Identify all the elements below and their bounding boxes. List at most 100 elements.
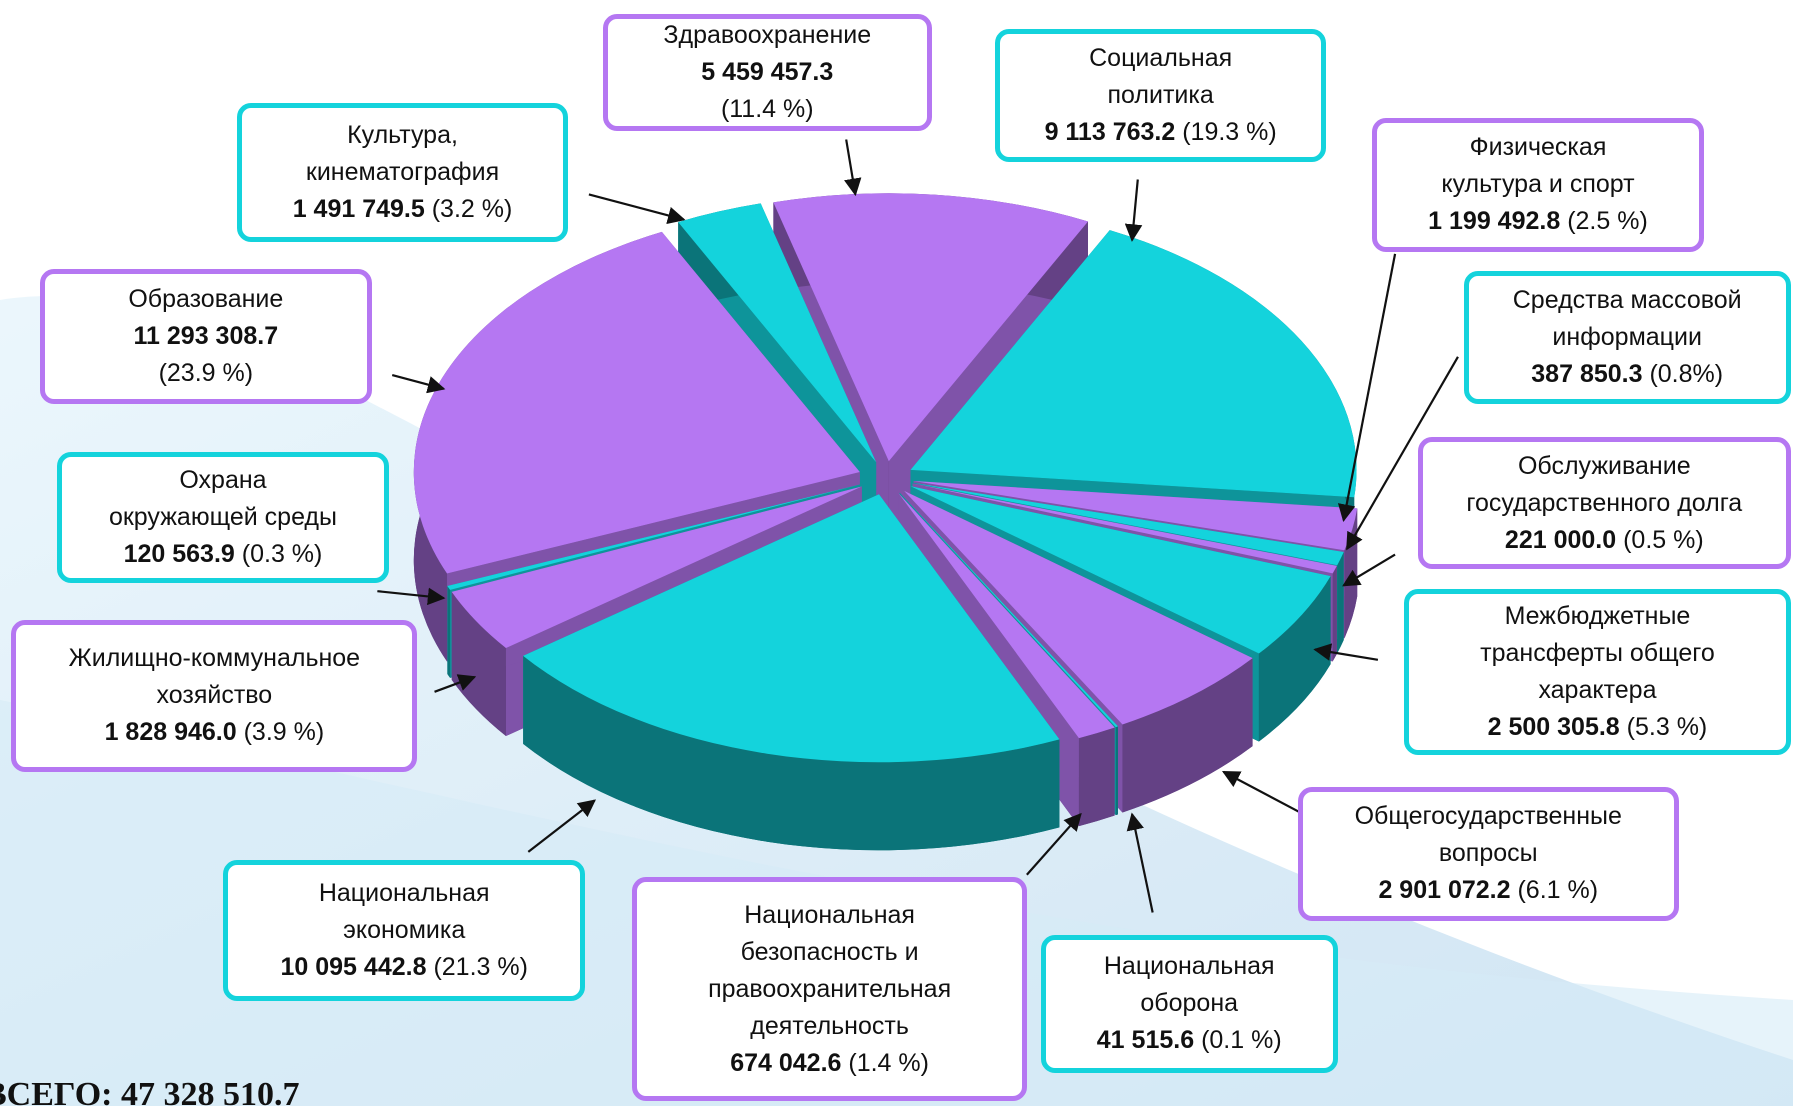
arrow	[588, 193, 686, 224]
category-label: Обслуживание государственного долга	[1466, 451, 1743, 517]
slice	[912, 482, 1344, 566]
value-line: 221 000.0 (0.5 %)	[1505, 522, 1704, 559]
arrow	[1313, 643, 1379, 661]
value-line: 9 113 763.2 (19.3 %)	[1045, 114, 1277, 151]
percent-label: (11.4 %)	[720, 95, 814, 124]
callout: Физическая культура и спорт 1 199 492.8 (…	[1372, 117, 1704, 252]
arrow	[1342, 553, 1396, 587]
slice-rim	[451, 591, 506, 737]
slice	[910, 486, 1331, 654]
category-label: Культура, кинематография	[305, 121, 500, 187]
value-label: 1 491 749.5	[292, 195, 425, 224]
arrow	[527, 799, 597, 853]
pie	[413, 193, 1358, 851]
arrow	[377, 587, 446, 606]
category-label: Жилищно-коммунальное хозяйство	[68, 644, 361, 710]
category-label: Охрана окружающей среды	[108, 465, 337, 531]
value-label: 2 901 072.2	[1378, 876, 1511, 905]
total: ВСЕГО: 47 328 510.7	[0, 1076, 299, 1106]
slice-rim	[1078, 727, 1115, 827]
slice	[523, 494, 1060, 763]
callout: Средства массовой информации 387 850.3 (0…	[1463, 271, 1791, 404]
slice	[912, 483, 1337, 574]
value-line: 1 828 946.0 (3.9 %)	[105, 714, 325, 751]
total-value: 47 328 510.7	[120, 1076, 300, 1106]
category-label: Образование	[128, 284, 284, 313]
value-label: 1 828 946.0	[104, 718, 237, 747]
value-line: 2 500 305.8 (5.3 %)	[1488, 709, 1708, 746]
value-line: 41 515.6 (0.1 %)	[1097, 1022, 1282, 1059]
callout: Общегосударственные вопросы 2 901 072.2 (…	[1297, 786, 1679, 921]
percent-label: (6.1 %)	[1517, 876, 1599, 905]
percent-label: (2.5 %)	[1567, 207, 1648, 236]
category-label: Национальная безопасность и правоохранит…	[708, 900, 952, 1040]
slice-rim	[447, 585, 451, 678]
total-label: ВСЕГО:	[0, 1076, 113, 1106]
value-label: 2 500 305.8	[1487, 712, 1620, 741]
arrow	[1124, 179, 1143, 242]
category-label: Социальная политика	[1089, 43, 1233, 109]
slice	[904, 490, 1253, 725]
callout: Культура, кинематография 1 491 749.5 (3.2…	[236, 102, 569, 243]
percent-label: (1.4 %)	[848, 1048, 929, 1077]
percent-label: (23.9 %)	[158, 358, 254, 387]
value-label: 11 293 308.7	[133, 321, 279, 350]
category-label: Здравоохранение	[663, 21, 872, 50]
percent-label: (5.3 %)	[1626, 712, 1708, 741]
callout: Жилищно-коммунальное хозяйство 1 828 946.…	[11, 619, 418, 772]
arrow	[1026, 812, 1082, 876]
percent-label: (3.9 %)	[243, 718, 325, 747]
value-line: 1 199 492.8 (2.5 %)	[1428, 203, 1648, 240]
value-label: 120 563.9	[123, 539, 235, 568]
value-line: 674 042.6 (1.4 %)	[730, 1045, 929, 1082]
callout: Национальная экономика 10 095 442.8 (21.3…	[222, 859, 586, 1001]
slice	[447, 484, 861, 590]
slice	[913, 481, 1358, 551]
value-label: 9 113 763.2	[1044, 117, 1176, 146]
percent-label: (0.5 %)	[1623, 525, 1704, 554]
percent-label: (0.1 %)	[1201, 1026, 1282, 1055]
callout: Охрана окружающей среды 120 563.9 (0.3 %)	[57, 451, 389, 584]
value-line: 120 563.9 (0.3 %)	[124, 536, 323, 573]
value-line: 2 901 072.2 (6.1 %)	[1378, 872, 1598, 909]
category-label: Национальная экономика	[318, 878, 490, 944]
value-line: 11 293 308.7	[134, 318, 279, 355]
category-label: Физическая культура и спорт	[1441, 133, 1635, 199]
category-label: Общегосударственные вопросы	[1354, 802, 1622, 868]
callout: Образование 11 293 308.7 (23.9 %)	[40, 268, 372, 404]
slice-side	[451, 486, 862, 680]
percent-label: (19.3 %)	[1182, 117, 1277, 146]
category-label: Национальная оборона	[1103, 952, 1275, 1018]
value-label: 5 459 457.3	[701, 58, 834, 87]
category-label: Средства массовой информации	[1512, 285, 1742, 351]
callout: Национальная безопасность и правоохранит…	[632, 877, 1027, 1102]
arrow	[1337, 253, 1397, 523]
slice	[910, 230, 1357, 498]
arrow	[1126, 812, 1154, 913]
percent-label: (3.2 %)	[431, 195, 513, 224]
slice	[773, 193, 1089, 462]
slice-rim	[1258, 576, 1331, 742]
value-label: 221 000.0	[1504, 525, 1617, 554]
value-line: 1 491 749.5 (3.2 %)	[293, 191, 513, 228]
value-line: 10 095 442.8 (21.3 %)	[281, 949, 528, 986]
value-label: 41 515.6	[1096, 1026, 1195, 1055]
percent-label: (0.8%)	[1649, 359, 1724, 388]
slice-rim	[1337, 552, 1344, 654]
slice-rim	[1122, 658, 1253, 813]
callout: Социальная политика 9 113 763.2 (19.3 %)	[994, 28, 1327, 163]
slice-rim	[1115, 726, 1118, 816]
value-label: 1 199 492.8	[1428, 207, 1561, 236]
callout: Межбюджетные трансферты общего характера…	[1404, 588, 1791, 755]
slice	[899, 492, 1118, 728]
slice-rim	[523, 655, 1060, 851]
arrow	[844, 139, 862, 197]
arrow	[434, 674, 477, 693]
callout: Национальная оборона 41 515.6 (0.1 %)	[1040, 935, 1338, 1073]
slice-rim	[1332, 565, 1337, 662]
value-label: 10 095 442.8	[280, 952, 427, 981]
value-label: 387 850.3	[1531, 359, 1643, 388]
arrow	[391, 374, 446, 394]
callout: Здравоохранение 5 459 457.3 (11.4 %)	[602, 13, 932, 132]
callout: Обслуживание государственного долга 221 0…	[1417, 436, 1791, 570]
